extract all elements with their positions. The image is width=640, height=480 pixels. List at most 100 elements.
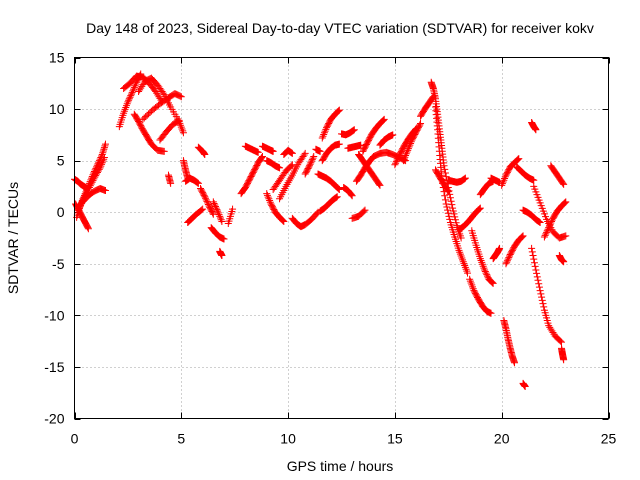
data-point xyxy=(394,155,402,163)
data-series xyxy=(555,252,568,266)
data-point xyxy=(403,148,411,156)
data-point xyxy=(482,269,490,277)
data-series xyxy=(340,183,356,200)
data-series xyxy=(540,198,570,241)
data-point xyxy=(548,217,556,225)
data-point xyxy=(536,219,544,227)
data-point xyxy=(204,199,212,207)
data-point xyxy=(174,117,182,125)
data-series xyxy=(316,193,341,215)
data-point xyxy=(501,175,509,183)
data-point xyxy=(506,252,514,260)
data-point xyxy=(319,132,327,140)
data-point xyxy=(310,153,318,161)
data-point xyxy=(175,116,183,124)
data-point xyxy=(481,266,489,274)
data-point xyxy=(202,194,210,202)
data-point xyxy=(263,191,271,199)
data-point xyxy=(99,149,107,157)
data-point xyxy=(500,176,508,184)
data-point xyxy=(533,269,541,277)
data-point xyxy=(203,197,211,205)
data-point xyxy=(361,206,369,214)
data-point xyxy=(214,207,222,215)
data-point xyxy=(216,212,224,220)
data-point xyxy=(450,210,458,218)
data-point xyxy=(217,216,225,224)
x-tick-label: 5 xyxy=(177,431,185,447)
data-point xyxy=(127,90,135,98)
data-point xyxy=(201,193,209,201)
data-point xyxy=(441,192,449,200)
data-point xyxy=(404,146,412,154)
data-point xyxy=(318,134,326,142)
data-point xyxy=(100,144,108,152)
data-point xyxy=(496,244,504,252)
data-point xyxy=(416,121,424,129)
data-point xyxy=(402,151,410,159)
y-tick-label: 5 xyxy=(57,153,65,169)
data-point xyxy=(545,224,553,232)
data-point xyxy=(394,153,402,161)
data-point xyxy=(347,190,355,198)
data-point xyxy=(518,233,526,241)
data-point xyxy=(321,127,329,135)
data-point xyxy=(562,198,570,206)
y-tick-label: -20 xyxy=(44,411,64,427)
data-point xyxy=(308,157,316,165)
data-point xyxy=(505,254,513,262)
data-series xyxy=(263,190,288,225)
data-point xyxy=(258,154,266,162)
data-series xyxy=(224,205,237,228)
data-point xyxy=(204,200,212,208)
data-point xyxy=(254,148,262,156)
y-tick-label: 0 xyxy=(57,204,65,220)
data-point xyxy=(444,206,452,214)
data-point xyxy=(547,219,555,227)
data-point xyxy=(404,145,412,153)
data-point xyxy=(457,234,465,242)
data-point xyxy=(193,178,201,186)
data-point xyxy=(348,192,356,200)
data-point xyxy=(541,231,549,239)
data-point xyxy=(90,175,98,183)
data-point xyxy=(124,98,132,106)
data-point xyxy=(379,117,387,125)
data-point xyxy=(560,356,568,364)
data-point xyxy=(503,257,511,265)
data-point xyxy=(446,194,454,202)
data-point xyxy=(558,338,566,346)
data-point xyxy=(101,142,109,150)
x-tick-label: 20 xyxy=(494,431,510,447)
data-point xyxy=(443,203,451,211)
data-point xyxy=(503,258,511,266)
data-point xyxy=(529,252,537,260)
data-point xyxy=(86,182,94,190)
data-point xyxy=(214,209,222,217)
data-point xyxy=(266,197,274,205)
data-point xyxy=(535,217,543,225)
data-point xyxy=(335,140,343,148)
data-point xyxy=(488,279,496,287)
data-series xyxy=(489,244,504,263)
data-series xyxy=(519,379,529,391)
data-point xyxy=(442,200,450,208)
data-point xyxy=(220,235,228,243)
data-point xyxy=(279,217,287,225)
data-point xyxy=(305,162,313,170)
data-point xyxy=(335,107,343,115)
data-series xyxy=(528,118,540,134)
data-point xyxy=(350,126,358,134)
data-point xyxy=(200,191,208,199)
data-point xyxy=(444,186,452,194)
data-point xyxy=(347,191,355,199)
data-point xyxy=(535,280,543,288)
data-point xyxy=(519,232,527,240)
data-series xyxy=(184,205,207,227)
data-point xyxy=(269,147,277,155)
data-point xyxy=(202,196,210,204)
data-point xyxy=(446,215,454,223)
y-tick-label: 15 xyxy=(49,50,65,66)
data-point xyxy=(212,204,220,212)
data-point xyxy=(198,206,206,214)
